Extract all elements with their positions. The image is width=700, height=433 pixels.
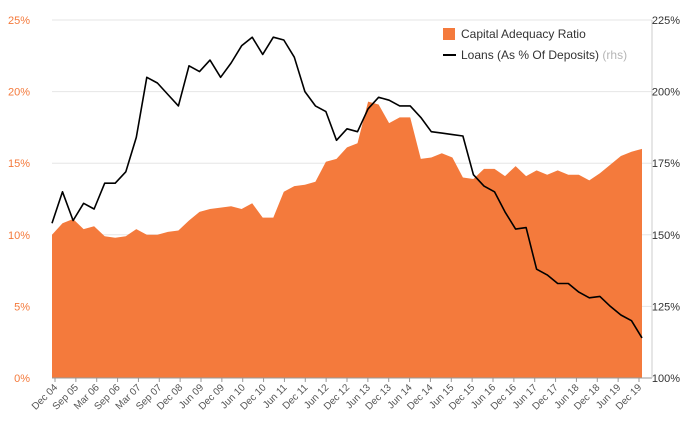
right-tick-label: 225% xyxy=(652,15,680,27)
right-tick-label: 150% xyxy=(652,230,680,242)
right-tick-label: 200% xyxy=(652,87,680,99)
legend-label-loans-name: Loans (As % Of Deposits) xyxy=(461,48,599,62)
capital-adequacy-area xyxy=(52,101,642,378)
axes xyxy=(52,20,653,379)
loans-to-deposits-line xyxy=(51,36,643,339)
right-tick-label: 125% xyxy=(652,301,680,313)
right-axis-ticks: 100% 125% 150% 175% 200% 225% xyxy=(652,15,680,385)
legend-label-loans-suffix: (rhs) xyxy=(602,48,627,62)
legend-label-capital-adequacy: Capital Adequacy Ratio xyxy=(461,27,586,41)
legend-swatch-capital-adequacy xyxy=(443,28,455,40)
left-tick-label: 15% xyxy=(8,158,30,170)
left-tick-label: 5% xyxy=(14,301,30,313)
right-tick-label: 100% xyxy=(652,373,680,385)
left-axis-ticks: 0% 5% 10% 15% 20% 25% xyxy=(8,15,30,385)
left-tick-label: 0% xyxy=(14,373,30,385)
legend-label-loans: Loans (As % Of Deposits) (rhs) xyxy=(461,48,627,62)
left-tick-label: 25% xyxy=(8,15,30,27)
left-tick-label: 10% xyxy=(8,230,30,242)
legend: Capital Adequacy Ratio Loans (As % Of De… xyxy=(443,27,627,62)
right-tick-label: 175% xyxy=(652,158,680,170)
left-tick-label: 20% xyxy=(8,87,30,99)
